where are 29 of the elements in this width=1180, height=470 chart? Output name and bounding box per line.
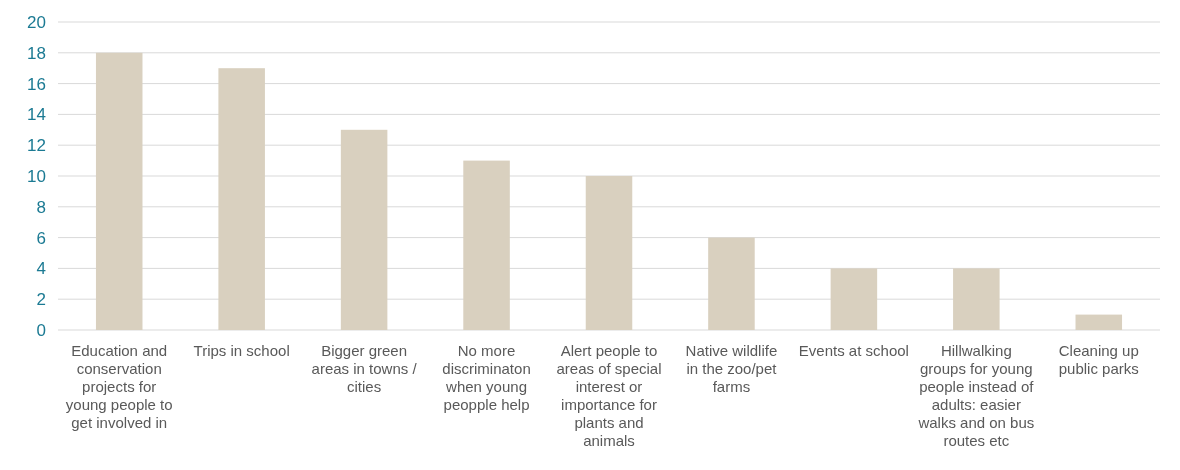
x-tick-label: No more discriminaton when young peopple help <box>442 342 531 413</box>
x-tick-label: Cleaning up public parks <box>1058 342 1139 377</box>
y-tick-label: 16 <box>27 74 46 94</box>
y-tick-label: 10 <box>27 166 46 186</box>
y-tick-label: 20 <box>27 12 46 32</box>
bar <box>463 160 510 330</box>
y-tick-label: 0 <box>36 320 46 340</box>
y-tick-label: 14 <box>27 105 46 125</box>
y-tick-label: 8 <box>36 197 46 217</box>
x-tick-label: Trips in school <box>193 342 290 359</box>
x-tick-label: Bigger green areas in towns / cities <box>311 342 418 395</box>
bar <box>953 268 1000 330</box>
bar <box>585 176 633 330</box>
y-tick-label: 18 <box>27 43 46 63</box>
bar <box>340 129 388 330</box>
bar <box>95 52 143 330</box>
bar <box>218 68 265 330</box>
y-tick-label: 4 <box>36 259 46 279</box>
x-tick-label: Events at school <box>798 342 909 359</box>
x-tick-label: Native wildlife in the zoo/pet farms <box>685 342 778 395</box>
x-tick-label: Alert people to areas of special interest or importance for plants and animals <box>556 342 662 449</box>
bar <box>830 268 878 330</box>
x-tick-label: Education and conservation projects for young people to get involved in <box>65 342 173 431</box>
y-tick-label: 6 <box>36 228 46 248</box>
bar <box>1075 314 1123 330</box>
bar <box>708 237 755 330</box>
y-tick-label: 2 <box>36 290 46 310</box>
x-tick-label: Hillwalking groups for young people instead of adults: easier walks and on bus routes etc <box>917 342 1035 449</box>
y-tick-label: 12 <box>27 136 46 156</box>
